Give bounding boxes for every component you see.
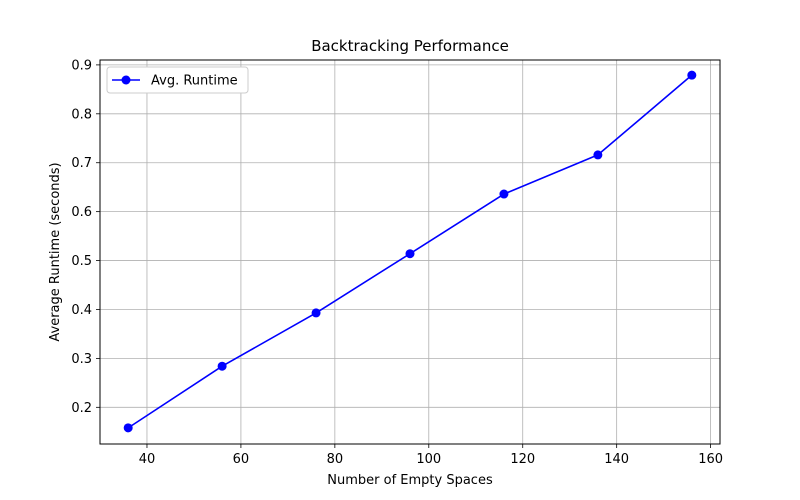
y-tick-label: 0.2 bbox=[71, 401, 92, 416]
x-axis-label: Number of Empty Spaces bbox=[327, 473, 493, 488]
y-tick-label: 0.9 bbox=[71, 58, 92, 73]
x-tick-label: 140 bbox=[604, 452, 629, 467]
x-tick-label: 40 bbox=[139, 452, 156, 467]
data-point bbox=[311, 308, 321, 318]
legend-box bbox=[106, 66, 249, 94]
x-tick-label: 60 bbox=[233, 452, 250, 467]
plot-area-frame bbox=[99, 59, 721, 445]
data-point bbox=[405, 249, 415, 259]
axis-ticks: 40 60 80 100 120 140 160 0.2 0.3 0.4 0.5 0.6 0.7 0.8 0… bbox=[71, 58, 723, 467]
y-axis-label: Average Runtime (seconds) bbox=[48, 162, 63, 341]
y-tick-label: 0.4 bbox=[71, 303, 92, 318]
x-tick-label: 80 bbox=[327, 452, 344, 467]
data-point bbox=[593, 150, 603, 160]
data-point bbox=[687, 70, 697, 80]
x-tick-label: 160 bbox=[698, 452, 723, 467]
data-point bbox=[499, 189, 509, 199]
data-point bbox=[217, 361, 227, 371]
chart-title: Backtracking Performance bbox=[311, 37, 509, 55]
x-tick-label: 100 bbox=[416, 452, 441, 467]
data-point bbox=[123, 423, 133, 433]
y-tick-label: 0.3 bbox=[71, 352, 92, 367]
series-layer bbox=[123, 70, 697, 433]
legend: Avg. Runtime bbox=[106, 66, 249, 94]
y-tick-label: 0.5 bbox=[71, 254, 92, 269]
legend-marker-swatch bbox=[121, 75, 131, 85]
y-tick-label: 0.6 bbox=[71, 205, 92, 220]
y-tick-label: 0.7 bbox=[71, 156, 92, 171]
grid bbox=[100, 60, 720, 444]
legend-label: Avg. Runtime bbox=[151, 74, 238, 89]
y-tick-label: 0.8 bbox=[71, 107, 92, 122]
x-tick-label: 120 bbox=[510, 452, 535, 467]
